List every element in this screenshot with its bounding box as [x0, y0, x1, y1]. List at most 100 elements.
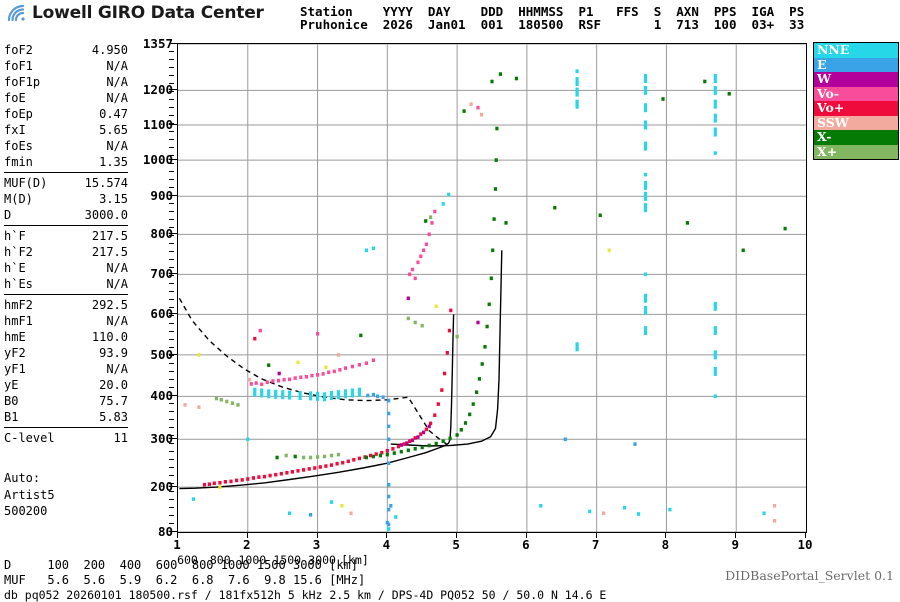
brand-title: Lowell GIRO Data Center	[32, 3, 264, 23]
file-info-line: db pq052 20260101 180500.rsf / 181fx512h…	[4, 588, 607, 602]
parameter-divider	[4, 294, 128, 295]
y-axis-labels: 80 200 300 400 500 600 700 800 900 1000 1100 1200 13…	[128, 36, 173, 541]
x-axis-distance-label: 800	[209, 553, 231, 567]
parameter-value: N/A	[106, 362, 128, 376]
y-axis-tick-label: 900	[150, 188, 173, 204]
parameter-value: N/A	[106, 91, 128, 105]
parameter-value: 217.5	[91, 229, 128, 243]
parameter-name: h`E	[4, 261, 26, 275]
parameter-name: h`F	[4, 229, 26, 243]
station-header: Station YYYY DAY DDD HHMMSS P1 FFS S AXN…	[300, 5, 804, 31]
y-axis-tick-label: 500	[150, 346, 173, 362]
y-axis-tick-label: 600	[150, 306, 173, 322]
legend-item-e[interactable]: E	[814, 57, 898, 72]
parameter-name: foEs	[4, 139, 33, 153]
y-axis-tick-label: 80	[157, 524, 173, 539]
parameter-row: foEs N/A	[4, 138, 128, 154]
parameter-value: N/A	[106, 314, 128, 328]
parameter-row: fxI 5.65	[4, 122, 128, 138]
parameter-row: MUF(D) 15.574	[4, 175, 128, 191]
y-axis-ticks	[169, 43, 177, 534]
parameter-value: N/A	[106, 59, 128, 73]
muf-table-muf-row: MUF 5.6 5.6 5.9 6.2 6.8 7.6 9.8 15.6 [MH…	[4, 572, 366, 587]
parameter-name: h`Es	[4, 277, 33, 291]
legend-item-label: E	[817, 57, 827, 72]
parameter-name: foE	[4, 91, 26, 105]
x-axis-tick-label: 5	[452, 537, 460, 552]
y-axis-tick-label: 200	[150, 479, 173, 495]
parameter-value: 3.15	[99, 192, 128, 206]
parameter-row: foF2 4.950	[4, 42, 128, 58]
y-axis-tick-label: 1000	[142, 152, 173, 168]
parameter-row: hmF2 292.5	[4, 297, 128, 313]
parameter-name: hmF2	[4, 298, 33, 312]
parameter-name: C-level	[4, 431, 55, 445]
parameter-row: B1 5.83	[4, 409, 128, 425]
parameter-value: 15.574	[84, 176, 128, 190]
parameter-row: foEp 0.47	[4, 106, 128, 122]
parameter-name: foF1	[4, 59, 33, 73]
legend-item-label: NNE	[817, 43, 850, 57]
parameter-row: foE N/A	[4, 90, 128, 106]
legend-item-nne[interactable]: NNE	[814, 43, 898, 58]
autoscaler-line: 500200	[4, 504, 48, 518]
parameter-value: 1.35	[99, 155, 128, 169]
parameter-row: h`Es N/A	[4, 276, 128, 292]
brand-header: Lowell GIRO Data Center	[6, 3, 264, 23]
y-axis-tick-label: 1100	[142, 117, 173, 132]
ionogram-plot[interactable]	[177, 43, 807, 533]
x-axis-tick-label: 3	[312, 537, 321, 552]
legend-item-label: Vo+	[817, 101, 845, 115]
parameter-name: foEp	[4, 107, 33, 121]
legend-item-w[interactable]: W	[814, 72, 898, 87]
parameter-panel: foF2 4.950 foF1 N/A foF1p N/A foE N/A foEp 0.47 fx…	[4, 42, 128, 446]
legend-item-x[interactable]: X-	[814, 130, 898, 145]
parameter-row: B0 75.7	[4, 393, 128, 409]
legend-item-x[interactable]: X+	[814, 144, 898, 159]
legend-item-vo[interactable]: Vo+	[814, 101, 898, 116]
parameter-divider	[4, 427, 128, 428]
parameter-row: foF1p N/A	[4, 74, 128, 90]
parameter-row: C-level 11	[4, 430, 128, 446]
x-axis-distance-label: 3000	[308, 553, 336, 567]
parameter-row: M(D) 3.15	[4, 191, 128, 207]
parameter-row: yF2 93.9	[4, 345, 128, 361]
station-header-values: Pruhonice 2026 Jan01 001 180500 RSF 1 71…	[300, 17, 805, 32]
x-axis-tick-label: 6	[522, 537, 530, 552]
parameter-value: N/A	[106, 75, 128, 89]
parameter-value: 217.5	[91, 245, 128, 259]
parameter-name: h`F2	[4, 245, 33, 259]
y-axis-tick-label: 700	[150, 266, 173, 282]
parameter-name: foF1p	[4, 75, 41, 89]
parameter-name: yF1	[4, 362, 26, 376]
parameter-divider	[4, 172, 128, 173]
parameter-row: foF1 N/A	[4, 58, 128, 74]
parameter-name: fmin	[4, 155, 33, 169]
parameter-value: 5.83	[99, 410, 128, 424]
parameter-value: 292.5	[91, 298, 128, 312]
y-axis-tick-label: 1200	[142, 82, 173, 98]
legend-item-label: X-	[817, 130, 832, 144]
parameter-value: N/A	[106, 139, 128, 153]
legend-item-label: Vo-	[817, 86, 840, 101]
legend-item-ssw[interactable]: SSW	[814, 115, 898, 130]
parameter-value: 20.0	[99, 378, 128, 392]
legend-item-vo[interactable]: Vo-	[814, 86, 898, 101]
parameter-row: fmin 1.35	[4, 154, 128, 170]
parameter-value: 11	[113, 431, 128, 445]
parameter-row: hmF1 N/A	[4, 313, 128, 329]
y-axis-tick-label: 1357	[142, 36, 173, 51]
parameter-name: hmE	[4, 330, 26, 344]
legend-item-label: SSW	[817, 115, 849, 130]
parameter-row: yE 20.0	[4, 377, 128, 393]
trace-legend[interactable]: NNE E W Vo- Vo+ SSW X- X+	[813, 42, 899, 160]
parameter-name: yF2	[4, 346, 26, 360]
autoscaler-info: Auto: Artist5 500200	[4, 470, 55, 520]
autoscaler-line: Auto:	[4, 471, 41, 485]
parameter-divider	[4, 225, 128, 226]
ionogram-canvas	[178, 44, 806, 532]
parameter-row: D 3000.0	[4, 207, 128, 223]
parameter-name: yE	[4, 378, 19, 392]
y-axis-tick-label: 800	[150, 226, 173, 242]
parameter-name: MUF(D)	[4, 176, 48, 190]
